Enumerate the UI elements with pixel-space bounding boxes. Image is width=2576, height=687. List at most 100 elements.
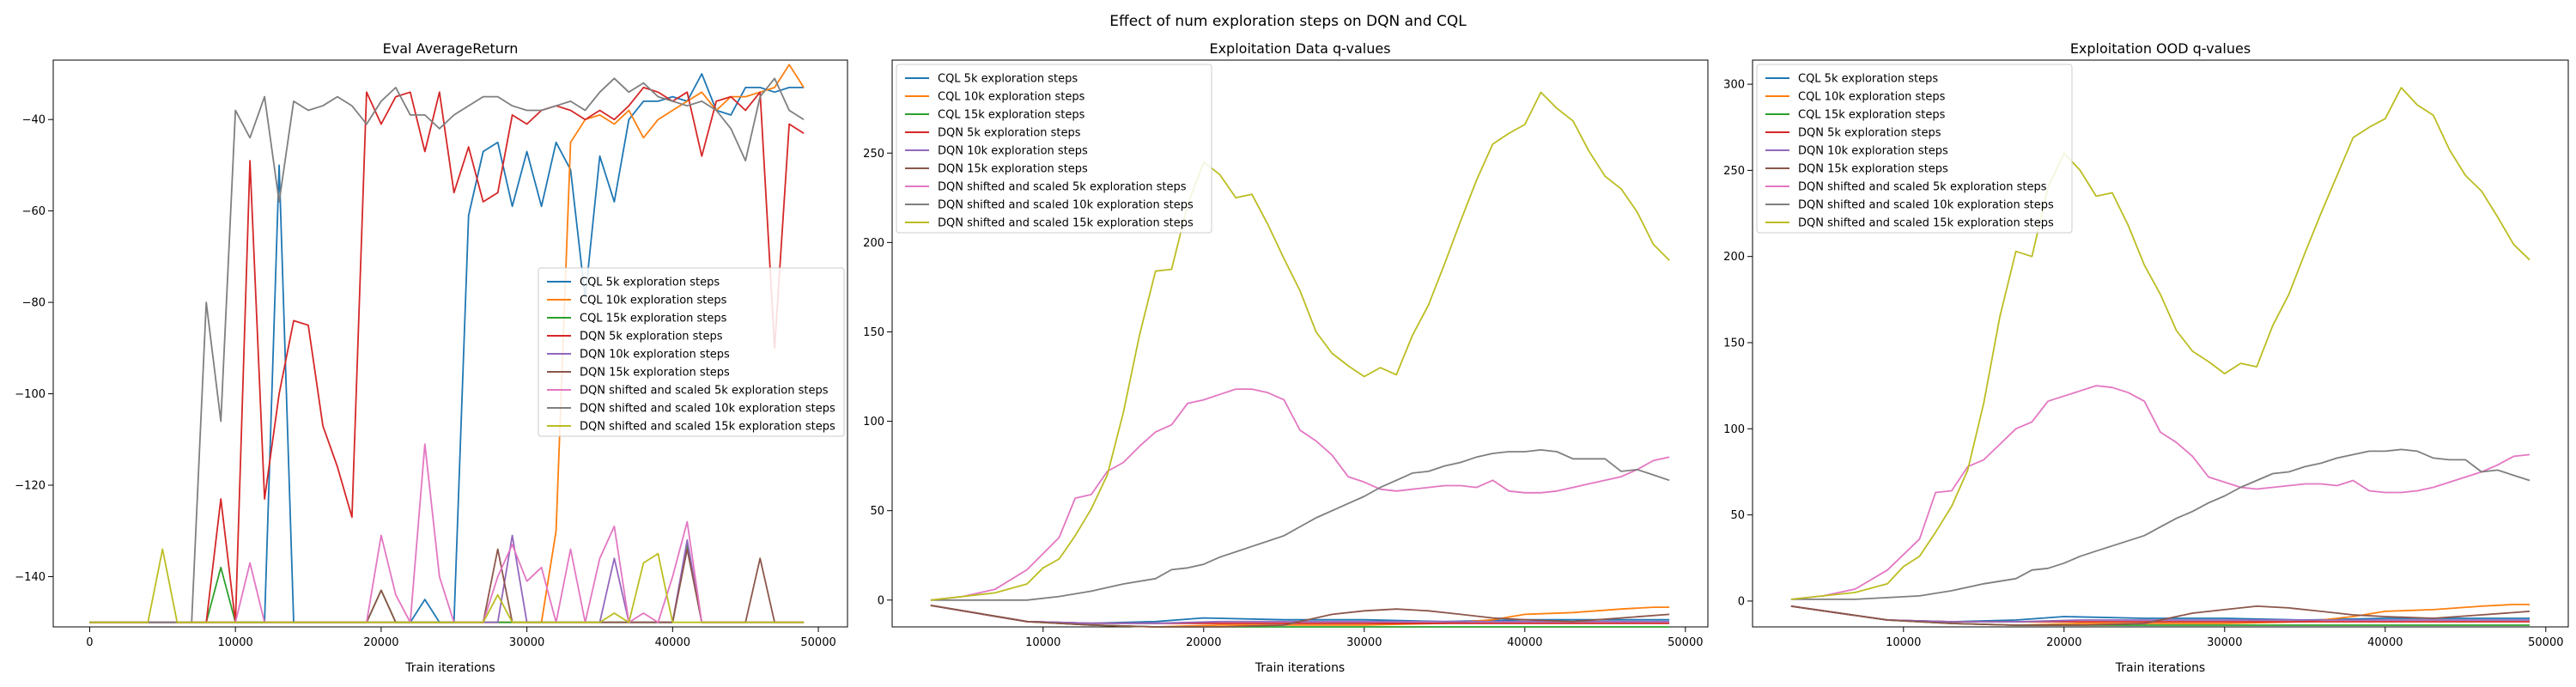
- x-tick-label: 40000: [2367, 636, 2403, 649]
- y-tick-label: 200: [863, 237, 884, 250]
- legend-label: DQN 5k exploration steps: [938, 127, 1081, 140]
- axis-ticks: 10000 20000 30000 40000 50000 0 50 100 150 200 250: [863, 148, 1703, 649]
- x-tick-label: 20000: [363, 636, 398, 649]
- x-tick-label: 30000: [1346, 636, 1382, 649]
- legend-label: DQN 5k exploration steps: [580, 331, 723, 344]
- x-axis-label: Train iterations: [2115, 661, 2205, 675]
- series-line-dqn-shifted-and-scaled-15k-exploration-steps: [89, 548, 805, 623]
- legend-label: CQL 10k exploration steps: [580, 295, 727, 307]
- series-line-dqn-shifted-and-scaled-10k-exploration-steps: [89, 77, 805, 623]
- series-line-dqn-shifted-and-scaled-15k-exploration-steps: [930, 91, 1670, 601]
- series-line-dqn-shifted-and-scaled-5k-exploration-steps: [930, 388, 1670, 601]
- x-tick-label: 10000: [1025, 636, 1060, 649]
- y-tick-label: 0: [878, 594, 884, 607]
- y-tick-label: −60: [22, 205, 46, 218]
- legend: CQL 5k exploration steps CQL 10k explorat…: [538, 267, 845, 437]
- legend-label: DQN shifted and scaled 10k exploration s…: [580, 403, 835, 416]
- legend-box: [538, 267, 845, 437]
- legend-label: DQN 15k exploration steps: [1798, 163, 1948, 176]
- x-tick-label: 30000: [2207, 636, 2242, 649]
- legend-label: DQN 5k exploration steps: [1798, 127, 1941, 140]
- legend-label: DQN 10k exploration steps: [938, 145, 1088, 158]
- x-tick-label: 30000: [509, 636, 544, 649]
- x-tick-label: 50000: [2528, 636, 2563, 649]
- x-tick-label: 40000: [1507, 636, 1542, 649]
- panel-exploitation-ood-q-values: Exploitation OOD q-values Train iteratio…: [1723, 40, 2569, 675]
- legend-box: [896, 64, 1212, 234]
- x-tick-label: 0: [86, 636, 93, 649]
- y-tick-label: 250: [1723, 165, 1745, 178]
- y-tick-label: 150: [1723, 337, 1745, 350]
- legend-label: DQN shifted and scaled 15k exploration s…: [938, 217, 1194, 230]
- series-line-dqn-5k-exploration-steps: [89, 87, 805, 623]
- legend-label: DQN shifted and scaled 5k exploration st…: [938, 181, 1187, 194]
- series-line-dqn-10k-exploration-steps: [1790, 605, 2530, 623]
- legend-label: DQN shifted and scaled 5k exploration st…: [1798, 181, 2047, 194]
- panel-title: Exploitation OOD q-values: [2070, 40, 2251, 57]
- legend: CQL 5k exploration steps CQL 10k explorat…: [1756, 64, 2073, 234]
- x-tick-label: 50000: [1668, 636, 1703, 649]
- y-tick-label: 150: [863, 326, 884, 339]
- axis-ticks: 10000 20000 30000 40000 50000 0 50 100 150 200 250…: [1723, 79, 2563, 649]
- line-series-group: [89, 64, 805, 623]
- series-line-dqn-shifted-and-scaled-10k-exploration-steps: [930, 449, 1670, 601]
- legend-label: CQL 15k exploration steps: [580, 313, 727, 325]
- y-tick-label: 200: [1723, 251, 1745, 264]
- y-tick-label: −120: [15, 480, 46, 493]
- legend-label: DQN 15k exploration steps: [938, 163, 1088, 176]
- legend-label: DQN 15k exploration steps: [580, 367, 730, 380]
- x-axis-label: Train iterations: [404, 661, 495, 675]
- y-tick-label: 100: [1723, 423, 1745, 436]
- y-tick-label: 300: [1723, 79, 1745, 92]
- legend-label: CQL 5k exploration steps: [1798, 73, 1938, 86]
- series-line-dqn-10k-exploration-steps: [930, 605, 1670, 624]
- y-tick-label: −80: [22, 297, 46, 310]
- y-tick-label: 50: [1730, 509, 1745, 522]
- y-tick-label: 100: [863, 416, 884, 429]
- panel-exploitation-data-q-values: Exploitation Data q-values Train iterati…: [863, 40, 1709, 675]
- legend-label: CQL 10k exploration steps: [938, 91, 1085, 104]
- legend-label: CQL 15k exploration steps: [1798, 109, 1946, 122]
- legend-label: CQL 15k exploration steps: [938, 109, 1085, 122]
- legend-label: DQN shifted and scaled 10k exploration s…: [1798, 199, 2054, 212]
- line-series-group: [930, 91, 1670, 628]
- panel-eval-average-return: Eval AverageReturn Train iterations 0 100…: [15, 40, 848, 675]
- series-line-dqn-shifted-and-scaled-10k-exploration-steps: [1790, 448, 2530, 600]
- y-tick-label: −100: [15, 388, 46, 401]
- y-tick-label: 0: [1738, 595, 1745, 608]
- x-tick-label: 50000: [800, 636, 835, 649]
- x-tick-label: 20000: [1186, 636, 1221, 649]
- legend-label: CQL 10k exploration steps: [1798, 91, 1946, 104]
- series-line-dqn-15k-exploration-steps: [930, 605, 1670, 628]
- legend: CQL 5k exploration steps CQL 10k explorat…: [896, 64, 1212, 234]
- y-tick-label: −140: [15, 571, 46, 584]
- series-line-dqn-15k-exploration-steps: [1790, 605, 2530, 626]
- legend-label: DQN shifted and scaled 5k exploration st…: [580, 385, 829, 398]
- x-tick-label: 10000: [1886, 636, 1921, 649]
- legend-label: CQL 5k exploration steps: [580, 277, 720, 289]
- series-line-cql-10k-exploration-steps: [89, 64, 805, 623]
- series-line-dqn-shifted-and-scaled-15k-exploration-steps: [1790, 87, 2530, 600]
- figure-suptitle: Effect of num exploration steps on DQN a…: [1109, 13, 1467, 30]
- panel-title: Eval AverageReturn: [383, 40, 519, 57]
- legend-label: DQN 10k exploration steps: [1798, 145, 1948, 158]
- x-tick-label: 10000: [217, 636, 252, 649]
- legend-label: DQN shifted and scaled 10k exploration s…: [938, 199, 1194, 212]
- panel-title: Exploitation Data q-values: [1209, 40, 1390, 57]
- legend-label: CQL 5k exploration steps: [938, 73, 1078, 86]
- series-line-dqn-shifted-and-scaled-5k-exploration-steps: [1790, 385, 2530, 600]
- legend-box: [1756, 64, 2073, 234]
- line-series-group: [1790, 87, 2530, 626]
- legend-label: DQN shifted and scaled 15k exploration s…: [1798, 217, 2054, 230]
- legend-label: DQN shifted and scaled 15k exploration s…: [580, 421, 835, 434]
- x-tick-label: 40000: [655, 636, 690, 649]
- x-tick-label: 20000: [2046, 636, 2081, 649]
- legend-label: DQN 10k exploration steps: [580, 349, 730, 362]
- series-line-dqn-shifted-and-scaled-5k-exploration-steps: [89, 443, 805, 623]
- y-tick-label: 250: [863, 148, 884, 161]
- x-axis-label: Train iterations: [1255, 661, 1345, 675]
- series-line-cql-5k-exploration-steps: [89, 73, 805, 623]
- y-tick-label: −40: [22, 114, 46, 127]
- axis-ticks: 0 10000 20000 30000 40000 50000 −140 −120 −100 −8…: [15, 114, 835, 649]
